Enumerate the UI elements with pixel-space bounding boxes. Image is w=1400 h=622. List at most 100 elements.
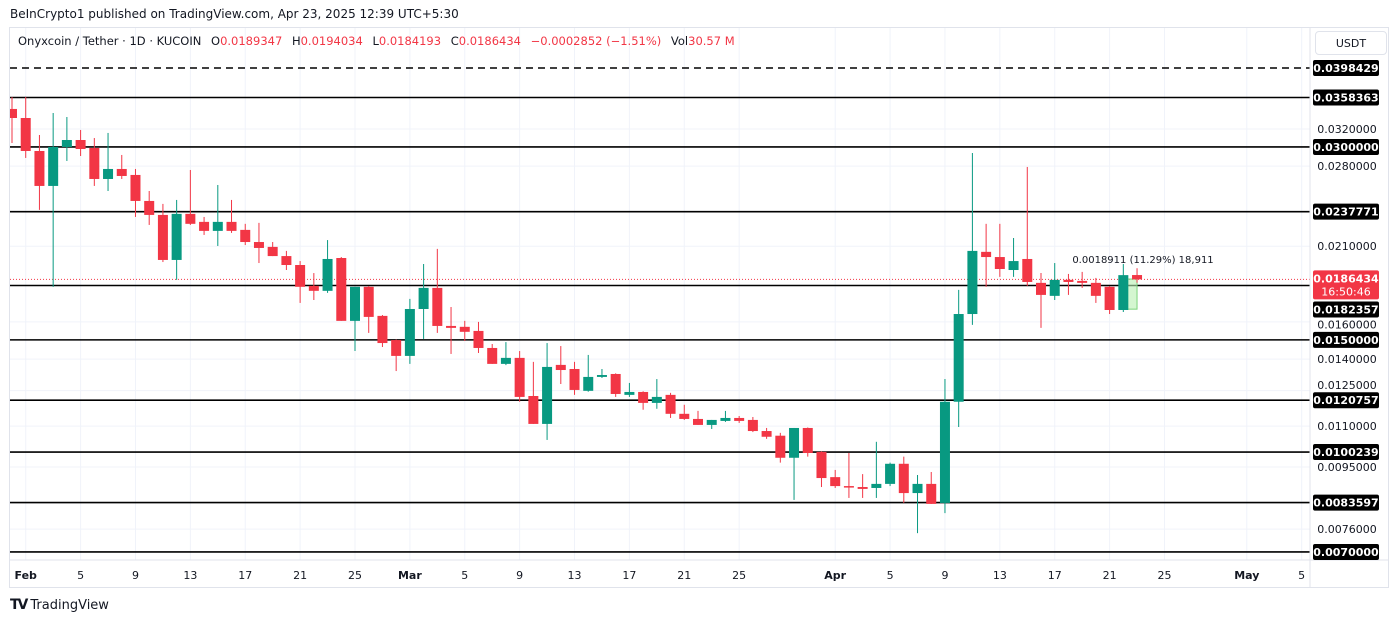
price-tick-label: 0.0110000: [1317, 420, 1377, 433]
candle-body: [432, 287, 443, 326]
time-tick-label: 5: [1298, 569, 1305, 582]
candle-body: [130, 174, 141, 201]
change-value: −0.0002852 (−1.51%): [530, 34, 662, 48]
time-tick-label: Feb: [15, 569, 38, 582]
candle-body: [295, 265, 306, 287]
candle-body: [1132, 275, 1143, 280]
candle-body: [267, 246, 278, 257]
level-label-box: [1313, 138, 1379, 155]
candle-body: [981, 251, 992, 258]
candle-body: [1090, 282, 1101, 296]
candle-body: [500, 357, 511, 364]
time-tick-label: 25: [1157, 569, 1171, 582]
candle-body: [775, 435, 786, 458]
candle-body: [75, 140, 86, 150]
candle-body: [89, 147, 100, 179]
candle-body: [885, 463, 896, 484]
candle-body: [350, 286, 360, 321]
candle-body: [199, 221, 210, 231]
candle-body: [212, 221, 223, 231]
candle-body: [542, 366, 553, 424]
price-tick-label: 0.0160000: [1317, 319, 1377, 332]
candle-body: [171, 213, 182, 260]
candle-body: [336, 258, 347, 321]
candle-body: [34, 150, 45, 186]
time-tick-label: 5: [887, 569, 894, 582]
level-label-box: [1313, 392, 1379, 409]
candle-body: [48, 146, 59, 186]
price-tick-label: 0.0076000: [1317, 523, 1377, 536]
close-label: C: [450, 34, 459, 48]
candle-body: [720, 417, 731, 421]
candle-body: [706, 419, 717, 425]
candle-body: [308, 285, 319, 291]
tradingview-logo-icon: 𝗧𝗩: [10, 597, 28, 613]
candle-body: [103, 168, 114, 179]
price-tick-label: 0.0280000: [1317, 160, 1377, 173]
chart-panel: [9, 27, 1389, 588]
candle-body: [802, 427, 813, 453]
candle-body: [1008, 261, 1019, 271]
symbol-title[interactable]: Onyxcoin / Tether · 1D · KUCOIN: [18, 34, 202, 48]
candle-body: [747, 419, 758, 432]
candle-body: [20, 118, 31, 151]
candle-body: [569, 368, 580, 390]
time-tick-label: 13: [993, 569, 1007, 582]
candle-body: [473, 330, 484, 348]
time-tick-label: 25: [732, 569, 746, 582]
currency-button[interactable]: USDT: [1315, 31, 1387, 55]
candle-body: [871, 483, 882, 488]
current-price-value: 0.0186434: [1313, 272, 1379, 285]
level-label: 0.0083597: [1313, 497, 1378, 510]
candle-body: [789, 427, 800, 458]
level-label: 0.0120757: [1313, 394, 1378, 407]
candle-body: [487, 347, 498, 364]
time-tick-label: 9: [132, 569, 139, 582]
candle-body: [1063, 279, 1074, 282]
candle-body: [953, 314, 964, 402]
candle-body: [391, 340, 402, 356]
candle-body: [843, 486, 854, 488]
candle-body: [967, 250, 978, 315]
level-label: 0.0182357: [1313, 304, 1378, 317]
level-label-box: [1313, 331, 1379, 348]
candle-body: [459, 326, 470, 332]
time-tick-label: 5: [461, 569, 468, 582]
low-label: L: [372, 34, 379, 48]
time-tick-label: 21: [677, 569, 691, 582]
volume-label: Vol: [670, 34, 689, 48]
level-label-box: [1313, 60, 1379, 76]
candle-body: [857, 487, 868, 489]
candle-body: [1022, 258, 1033, 282]
candle-body: [363, 286, 374, 317]
candle-body: [912, 483, 923, 494]
level-label: 0.0150000: [1313, 334, 1379, 347]
price-tick-label: 0.0140000: [1317, 353, 1377, 366]
candle-body: [610, 373, 621, 394]
candle-body: [939, 401, 950, 503]
candle-body: [734, 417, 745, 421]
candle-body: [253, 242, 264, 248]
candle-body: [624, 391, 635, 395]
open-label: O: [211, 34, 221, 48]
candle-body: [322, 258, 333, 291]
candle-body: [185, 213, 196, 224]
level-label-box: [1313, 543, 1379, 560]
level-label: 0.0237771: [1313, 206, 1378, 219]
time-tick-label: May: [1234, 569, 1259, 582]
low-value: 0.0184193: [378, 34, 442, 48]
price-tick-label: 0.0320000: [1317, 123, 1377, 136]
time-tick-label: 9: [941, 569, 948, 582]
publish-info: BeInCrypto1 published on TradingView.com…: [10, 7, 459, 21]
tradingview-brand: 𝗧𝗩 TradingView: [10, 597, 109, 613]
candle-body: [1049, 279, 1060, 296]
level-label-box: [1313, 494, 1379, 511]
candle-body: [226, 221, 237, 231]
candle-body: [61, 140, 72, 147]
candle-body: [1104, 286, 1115, 310]
candle-body: [638, 391, 649, 403]
candle-body: [404, 308, 415, 356]
candle-body: [596, 375, 607, 377]
time-tick-label: 21: [1103, 569, 1117, 582]
